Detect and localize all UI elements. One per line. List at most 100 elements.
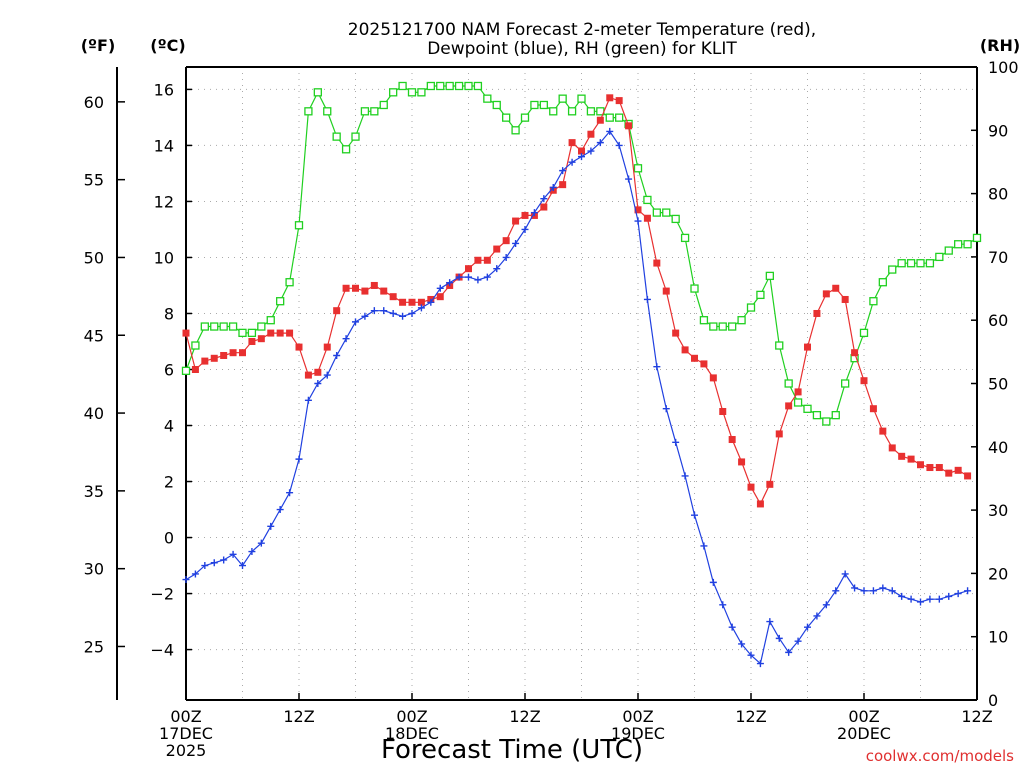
axes [116, 66, 978, 701]
temperature-point [304, 371, 312, 379]
temperature-point [314, 368, 322, 376]
temperature-point [662, 287, 670, 295]
temperature-point [239, 349, 246, 357]
celsius-unit-label: (ºC) [150, 36, 185, 55]
fahrenheit-tick-label: 25 [84, 637, 104, 656]
chart-title: 2025121700 NAM Forecast 2-meter Temperat… [348, 20, 816, 59]
temperature-point [286, 329, 294, 337]
rh-point [247, 328, 257, 338]
dewpoint-point [700, 542, 708, 550]
temperature-point [578, 147, 585, 155]
rh-point [454, 81, 464, 91]
dewpoint-point [493, 265, 501, 273]
dewpoint-point [314, 380, 322, 387]
rh-tick-label: 100 [988, 58, 1019, 77]
temperature-point [653, 259, 661, 267]
rh-point [341, 145, 351, 154]
dewpoint-point [530, 209, 538, 217]
dewpoint-point [888, 587, 896, 595]
rh-point [822, 417, 831, 426]
dewpoint-point [568, 158, 576, 166]
dewpoint-point [408, 309, 416, 317]
temperature-point [804, 343, 811, 351]
fahrenheit-tick-label: 35 [84, 482, 104, 501]
rh-point [963, 240, 972, 249]
temperature-point [540, 203, 548, 211]
chart-title-line-2: Dewpoint (blue), RH (green) for KLIT [427, 39, 737, 59]
dewpoint-point [691, 511, 698, 519]
dewpoint-line [185, 130, 968, 665]
dewpoint-point [201, 562, 209, 570]
rh-point [737, 316, 746, 325]
dewpoint-point [615, 141, 623, 149]
rh-point [370, 107, 379, 116]
rh-point [511, 126, 520, 135]
rh-point [285, 278, 294, 287]
celsius-tick-label: 4 [164, 417, 174, 436]
rh-tick-label: 10 [988, 628, 1008, 647]
dewpoint-point [804, 623, 811, 631]
rh-point [718, 322, 727, 331]
dewpoint-point [323, 371, 331, 379]
x-axis-title: Forecast Time (UTC) [381, 735, 643, 765]
rh-tick-label: 90 [988, 121, 1008, 140]
temperature-point [917, 461, 924, 469]
dewpoint-point [248, 548, 256, 556]
rh-point [586, 107, 596, 116]
x-tick-label: 17DEC [159, 724, 213, 743]
rh-point [200, 322, 209, 331]
temperature-point [502, 237, 510, 245]
temperature-point [634, 206, 642, 214]
dewpoint-point [634, 217, 642, 225]
fahrenheit-tick-label: 60 [84, 93, 104, 112]
dewpoint-point [352, 318, 359, 326]
rh-point [652, 208, 661, 217]
dewpoint-point [587, 147, 595, 155]
rh-point [502, 113, 511, 122]
dewpoint-point [653, 363, 661, 371]
temperature-point [257, 335, 265, 343]
dewpoint-point [220, 556, 228, 564]
dewpoint-point [342, 335, 350, 343]
temperature-point [728, 436, 736, 444]
x-tick-label: 00Z [622, 707, 653, 726]
temperature-point [352, 284, 359, 292]
temperature-point [879, 427, 887, 435]
fahrenheit-tick-label: 50 [84, 248, 104, 267]
rh-point [407, 88, 417, 97]
rh-point [417, 88, 426, 97]
dewpoint-point [436, 284, 444, 292]
dewpoint-point [926, 595, 934, 603]
rh-point [888, 265, 897, 274]
dewpoint-point [662, 405, 670, 413]
dewpoint-point [794, 637, 802, 645]
x-tick-label: 12Z [961, 707, 992, 726]
rh-point [841, 379, 850, 388]
temperature-point [822, 290, 830, 298]
dewpoint-point [257, 539, 265, 547]
celsius-tick-label: 14 [154, 136, 174, 155]
dewpoint-point [446, 279, 454, 287]
temperature-point [380, 287, 388, 295]
rh-point [972, 233, 982, 243]
dewpoint-point [333, 351, 341, 359]
fahrenheit-tick-label: 30 [84, 560, 104, 579]
x-tick-label: 12Z [509, 707, 540, 726]
rh-tick-label: 70 [988, 248, 1008, 267]
rh-tick-label: 0 [988, 691, 998, 710]
rh-tick-label: 60 [988, 311, 1008, 330]
dewpoint-point [540, 195, 548, 203]
temperature-point [841, 295, 849, 303]
temperature-point [851, 349, 859, 357]
rh-point [728, 322, 737, 331]
dewpoint-point [596, 139, 604, 147]
dewpoint-point [606, 127, 614, 135]
temperature-point [229, 349, 237, 357]
dewpoint-series [182, 127, 972, 668]
dewpoint-point [210, 559, 218, 567]
x-tick-label: 00Z [396, 707, 427, 726]
rh-point [859, 328, 869, 338]
dewpoint-point [286, 489, 294, 497]
rh-point [897, 259, 906, 268]
fahrenheit-tick-label: 45 [84, 326, 104, 345]
